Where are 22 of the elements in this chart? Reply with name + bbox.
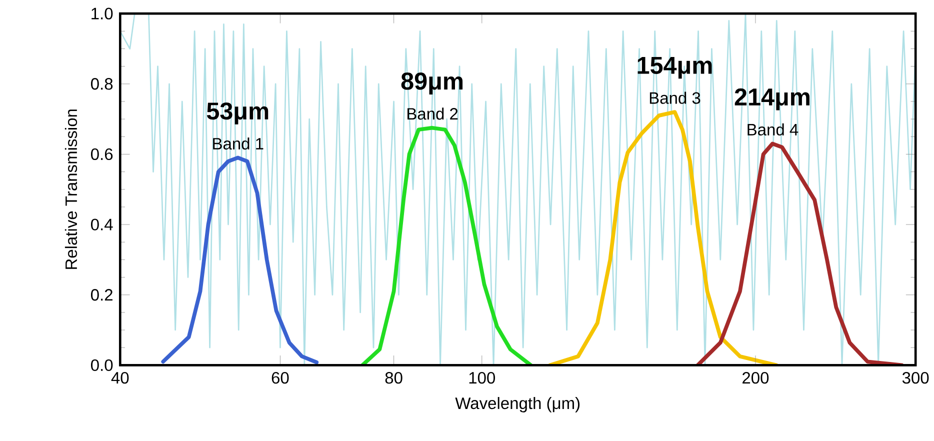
y-tick-label: 0.0 — [90, 359, 113, 372]
y-tick-label: 0.2 — [90, 289, 112, 301]
series-label: Band 1 — [213, 138, 264, 150]
x-tick-label: 40 — [111, 372, 129, 384]
x-axis-title: Wavelength (μm) — [455, 397, 580, 412]
annotation: 214μm — [734, 88, 810, 110]
annotation: 53μm — [206, 102, 268, 124]
series-label: Band 2 — [408, 108, 458, 120]
annotation: 154μm — [638, 57, 712, 79]
y-tick-label: 0.8 — [90, 78, 113, 90]
series-label: Band 4 — [748, 123, 798, 136]
y-axis-title: Relative Transmission — [64, 110, 78, 269]
x-tick-label: 300 — [902, 372, 929, 384]
x-tick-label: 80 — [385, 372, 402, 384]
x-tick-label: 60 — [272, 372, 289, 384]
annotation: 89μm — [401, 72, 463, 94]
x-tick-label: 200 — [742, 372, 769, 384]
y-tick-label: 1.0 — [92, 8, 113, 20]
y-tick-label: 0.4 — [90, 218, 113, 230]
series-label: Band 3 — [650, 92, 700, 104]
x-tick-label: 100 — [469, 372, 495, 384]
y-tick-label: 0.6 — [90, 148, 113, 160]
